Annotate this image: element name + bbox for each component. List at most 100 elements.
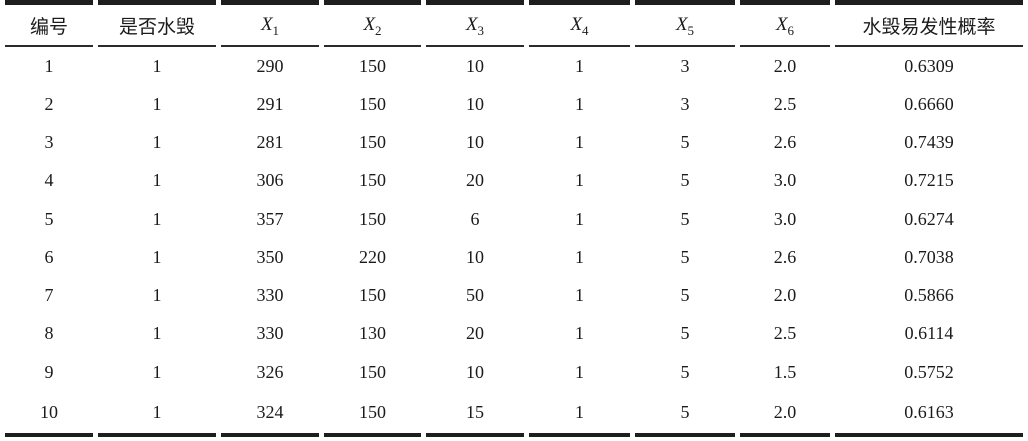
table-cell: 2.0 [773, 285, 797, 306]
table-cell: 1 [152, 170, 162, 191]
table-cell: 5 [44, 208, 54, 229]
table-cell: 5 [680, 132, 690, 153]
header-cell-4: X2 [324, 0, 421, 47]
table-cell: 1 [44, 55, 54, 76]
table-cell: 3.0 [773, 170, 797, 191]
table-cell: 1 [152, 361, 162, 382]
header-cell-2: 是否水毁 [98, 0, 216, 47]
table-cell: 6 [470, 208, 480, 229]
table-row: 2 1 291 150 10 1 3 2.5 0.6660 [5, 85, 1023, 123]
header-cell-5: X3 [426, 0, 524, 47]
table-cell: 0.5752 [904, 361, 954, 382]
table-cell: 330 [256, 323, 284, 344]
table-cell: 10 [466, 246, 484, 267]
header-cell-6: X4 [529, 0, 630, 47]
table-cell: 7 [44, 285, 54, 306]
table-cell: 2.5 [773, 323, 797, 344]
table-cell: 130 [359, 323, 386, 344]
table-cell: 5 [680, 208, 690, 229]
table-cell: 0.6114 [904, 323, 954, 344]
table-cell: 5 [680, 170, 690, 191]
table-cell: 290 [256, 55, 284, 76]
table-cell: 306 [256, 170, 284, 191]
variable-subscript: 3 [477, 22, 485, 38]
header-cell-8: X6 [740, 0, 830, 47]
table-cell: 150 [359, 93, 386, 114]
variable-subscript: 2 [375, 22, 382, 38]
table-cell: 10 [5, 391, 93, 437]
table-cell: 0.6309 [904, 55, 954, 76]
table-cell: 2.0 [740, 391, 830, 437]
table-cell: 10 [466, 93, 484, 114]
table-row: 6 1 350 220 10 1 5 2.6 0.7038 [5, 238, 1023, 276]
variable-subscript: 6 [787, 22, 795, 38]
table-cell: 3 [44, 132, 54, 153]
table-cell: 0.7439 [904, 132, 954, 153]
header-row: 编号 是否水毁 X1 X2 X3 X4 X5 X6 水毁易发性概率 [5, 0, 1023, 47]
table-cell: 2.5 [773, 93, 797, 114]
table-row: 7 1 330 150 50 1 5 2.0 0.5866 [5, 277, 1023, 315]
table-cell: 0.7215 [904, 170, 954, 191]
table-cell: 1 [152, 132, 162, 153]
table-cell: 220 [359, 246, 386, 267]
table-cell: 0.5866 [904, 285, 954, 306]
table-cell: 326 [256, 361, 284, 382]
variable-symbol: X [775, 14, 788, 35]
table-cell: 150 [359, 55, 386, 76]
table-cell: 1 [575, 246, 584, 267]
table-cell: 330 [256, 285, 284, 306]
table-row: 5 1 357 150 6 1 5 3.0 0.6274 [5, 200, 1023, 238]
table-cell: 150 [359, 361, 386, 382]
table-cell: 6 [44, 246, 54, 267]
table-cell: 1 [529, 391, 630, 437]
table-cell: 1 [575, 132, 584, 153]
table-cell: 3 [680, 55, 690, 76]
table-cell: 350 [256, 246, 284, 267]
table-cell: 150 [359, 170, 386, 191]
table-cell: 5 [680, 361, 690, 382]
table-cell: 1 [152, 93, 162, 114]
variable-symbol: X [570, 14, 583, 35]
table-cell: 1 [152, 323, 162, 344]
table-cell: 15 [426, 391, 524, 437]
table-cell: 1 [98, 391, 216, 437]
header-cell-3: X1 [221, 0, 319, 47]
table-cell: 150 [359, 132, 386, 153]
table-cell: 5 [680, 285, 690, 306]
table-cell: 50 [466, 285, 484, 306]
header-cell-9: 水毁易发性概率 [835, 0, 1023, 47]
table-cell: 10 [466, 55, 484, 76]
variable-subscript: 4 [582, 22, 589, 38]
table-cell: 8 [44, 323, 54, 344]
table-cell: 1 [152, 285, 162, 306]
table-cell: 2.6 [773, 246, 797, 267]
table-cell: 1 [575, 170, 584, 191]
table-cell: 1 [575, 361, 584, 382]
table-cell: 10 [466, 132, 484, 153]
table-cell: 1 [152, 55, 162, 76]
table-cell: 4 [44, 170, 54, 191]
table-cell: 357 [256, 208, 284, 229]
table-cell: 1.5 [773, 361, 797, 382]
table-cell: 2.6 [773, 132, 797, 153]
table-row: 10 1 324 150 15 1 5 2.0 0.6163 [5, 391, 1023, 437]
table-cell: 150 [359, 208, 386, 229]
table-cell: 0.6274 [904, 208, 954, 229]
table-cell: 1 [575, 285, 584, 306]
table-row: 1 1 290 150 10 1 3 2.0 0.6309 [5, 47, 1023, 85]
variable-symbol: X [675, 14, 688, 35]
variable-symbol: X [363, 14, 376, 35]
table-cell: 150 [359, 285, 386, 306]
table-cell: 1 [575, 208, 584, 229]
table-cell: 291 [256, 93, 284, 114]
table-cell: 1 [575, 323, 584, 344]
table-cell: 5 [680, 246, 690, 267]
table-row: 3 1 281 150 10 1 5 2.6 0.7439 [5, 124, 1023, 162]
table-row: 8 1 330 130 20 1 5 2.5 0.6114 [5, 315, 1023, 353]
table-cell: 324 [221, 391, 319, 437]
table-cell: 281 [256, 132, 284, 153]
table-header: 编号 是否水毁 X1 X2 X3 X4 X5 X6 水毁易发性概率 [5, 0, 1023, 47]
variable-symbol: X [465, 14, 478, 35]
table-cell: 5 [635, 391, 735, 437]
